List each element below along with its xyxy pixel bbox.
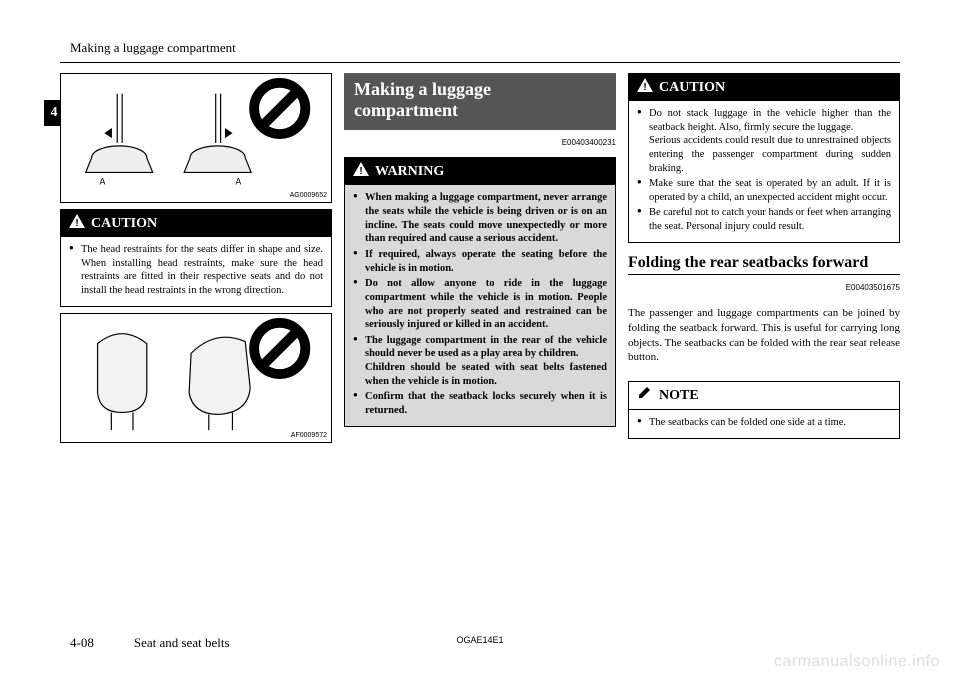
top-rule xyxy=(60,62,900,63)
chapter-name: Seat and seat belts xyxy=(134,635,230,651)
svg-text:A: A xyxy=(100,176,106,186)
caution-box: ! CAUTION The head restraints for the se… xyxy=(60,209,332,307)
subheading: Folding the rear seatbacks forward xyxy=(628,253,900,275)
caution-title: CAUTION xyxy=(659,80,725,96)
svg-text:!: ! xyxy=(643,82,646,92)
body-paragraph: The passenger and luggage compartments c… xyxy=(628,306,900,365)
warning-triangle-icon: ! xyxy=(637,78,653,97)
watermark: carmanualsonline.info xyxy=(774,653,940,671)
warning-box: ! WARNING When making a luggage compartm… xyxy=(344,157,616,426)
section-code: E00403400231 xyxy=(344,138,616,147)
warning-item: Confirm that the seatback locks securely… xyxy=(353,390,607,417)
note-title: NOTE xyxy=(659,388,699,404)
column-3: ! CAUTION Do not stack luggage in the ve… xyxy=(628,73,900,543)
caution-title: CAUTION xyxy=(91,216,157,232)
figure-code: AG0009652 xyxy=(290,192,327,199)
footer: 4-08 Seat and seat belts OGAE14E1 xyxy=(70,635,890,651)
section-heading: Making a luggage compartment xyxy=(344,73,616,130)
doc-code: OGAE14E1 xyxy=(456,635,503,645)
warning-triangle-icon: ! xyxy=(353,162,369,181)
svg-text:!: ! xyxy=(359,166,362,176)
svg-text:A: A xyxy=(235,176,241,186)
caution-item: The head restraints for the seats differ… xyxy=(69,243,323,298)
caution-item: Make sure that the seat is operated by a… xyxy=(637,177,891,204)
warning-item: The luggage compartment in the rear of t… xyxy=(353,334,607,389)
figure-headrest-shape: AF0009572 xyxy=(60,313,332,443)
figure-code: AF0009572 xyxy=(291,432,327,439)
caution-item: Be careful not to catch your hands or fe… xyxy=(637,206,891,233)
caution-item: Do not stack luggage in the vehicle high… xyxy=(637,107,891,175)
warning-title: WARNING xyxy=(375,164,444,180)
warning-item: If required, always operate the seating … xyxy=(353,248,607,275)
svg-text:!: ! xyxy=(75,218,78,228)
note-box: NOTE The seatbacks can be folded one sid… xyxy=(628,381,900,439)
running-head: Making a luggage compartment xyxy=(60,40,900,56)
note-icon xyxy=(637,386,653,405)
section-code: E00403501675 xyxy=(628,283,900,292)
warning-item: When making a luggage compartment, never… xyxy=(353,191,607,246)
warning-item: Do not allow anyone to ride in the lugga… xyxy=(353,277,607,332)
note-item: The seatbacks can be folded one side at … xyxy=(637,416,891,430)
column-2: Making a luggage compartment E0040340023… xyxy=(344,73,616,543)
column-1: A A AG0009652 xyxy=(60,73,332,543)
warning-triangle-icon: ! xyxy=(69,214,85,233)
caution-box: ! CAUTION Do not stack luggage in the ve… xyxy=(628,73,900,243)
figure-headrest-post: A A AG0009652 xyxy=(60,73,332,203)
page-number: 4-08 xyxy=(70,635,94,651)
